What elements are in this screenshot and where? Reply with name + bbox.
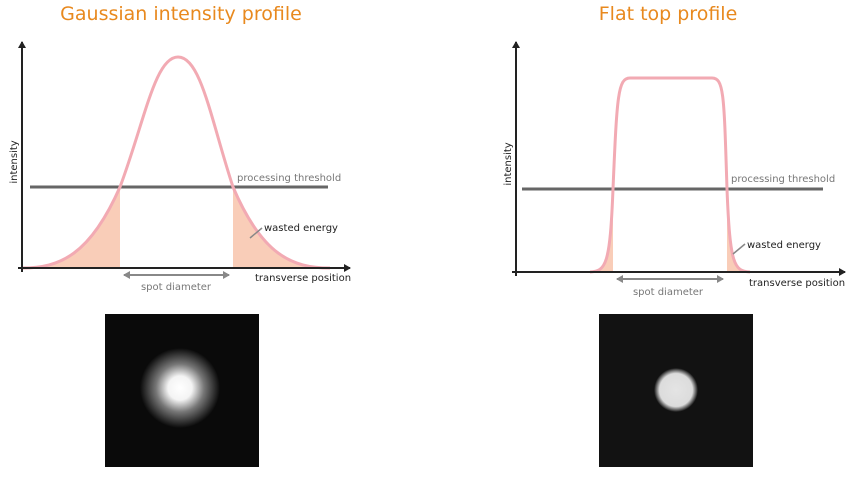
flat-top-panel: Flat top profile intensity transverse po… [503, 3, 846, 467]
x-axis-label: transverse position [749, 278, 845, 289]
gaussian-panel: Gaussian intensity profile intensity tra… [9, 3, 351, 467]
width-label: spot diameter [633, 287, 704, 298]
waste-label: wasted energy [747, 240, 821, 251]
waste-pointer [249, 227, 263, 239]
waste-area [233, 187, 330, 268]
panel-title: Flat top profile [599, 3, 738, 25]
beam-spot [654, 368, 698, 412]
x-axis-label: transverse position [255, 273, 351, 284]
gaussian-curve [21, 55, 331, 270]
panel-title: Gaussian intensity profile [60, 3, 302, 25]
flat-top-curve [589, 76, 751, 274]
y-axis-label: intensity [9, 140, 20, 183]
threshold-label: processing threshold [731, 174, 835, 185]
width-label: spot diameter [141, 282, 212, 293]
beam-spot [140, 348, 220, 428]
waste-label: wasted energy [264, 223, 338, 234]
waste-pointer [732, 243, 746, 255]
waste-area [22, 187, 120, 268]
threshold-label: processing threshold [237, 173, 341, 184]
y-axis-label: intensity [503, 142, 514, 185]
